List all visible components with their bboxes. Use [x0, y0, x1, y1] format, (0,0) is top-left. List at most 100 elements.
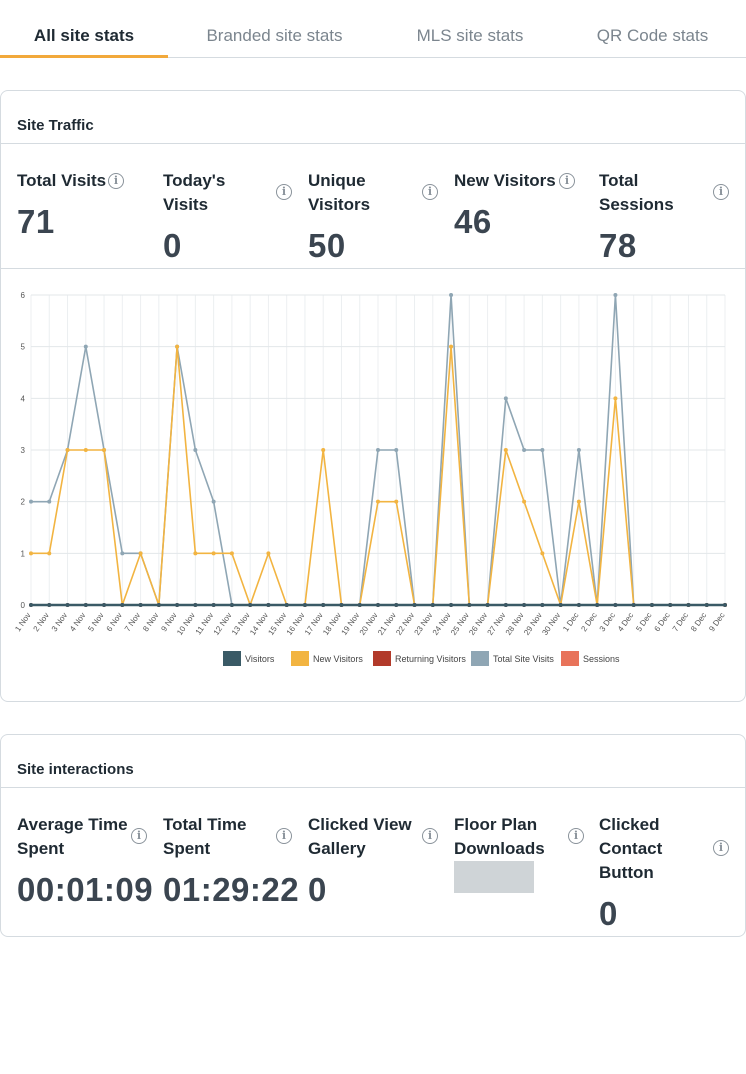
data-point — [485, 603, 490, 607]
stat-value: 71 — [17, 203, 55, 240]
stat-value: 0 — [163, 227, 182, 264]
y-tick-label: 1 — [21, 549, 26, 558]
value-loading-placeholder — [454, 861, 534, 893]
info-icon[interactable]: i — [276, 828, 292, 844]
data-point — [522, 448, 527, 452]
data-point — [376, 499, 380, 504]
legend-label: Returning Visitors — [395, 654, 466, 664]
stat-label: Clicked Contact Button — [599, 815, 663, 882]
data-point — [503, 448, 508, 452]
info-icon[interactable]: i — [131, 828, 147, 844]
data-point — [193, 448, 198, 452]
x-tick-label: 6 Dec — [652, 611, 671, 633]
data-point — [430, 603, 435, 607]
data-point — [412, 603, 417, 607]
x-tick-label: 30 Nov — [540, 611, 562, 637]
info-icon[interactable]: i — [422, 184, 438, 200]
stat-value: 00:01:09 — [17, 871, 154, 908]
y-tick-label: 2 — [21, 498, 26, 507]
tab-mls-site-stats[interactable]: MLS site stats — [416, 26, 524, 45]
data-point — [193, 551, 198, 556]
info-icon[interactable]: i — [559, 173, 575, 189]
stat-label: Total Visits — [17, 171, 107, 190]
data-point — [266, 551, 271, 556]
data-point — [29, 551, 33, 556]
x-tick-label: 8 Nov — [141, 611, 160, 633]
data-point — [120, 603, 125, 607]
stat-value: 50 — [308, 227, 346, 264]
x-tick-label: 10 Nov — [175, 611, 197, 637]
info-icon[interactable]: i — [568, 828, 584, 844]
stat-value: 01:29:22 — [163, 871, 300, 908]
x-tick-label: 8 Dec — [689, 611, 708, 633]
data-point — [467, 603, 472, 607]
data-point — [229, 603, 234, 607]
info-icon[interactable]: i — [108, 173, 124, 189]
data-point — [704, 603, 709, 607]
data-point — [248, 603, 253, 607]
tab-qr-code-stats[interactable]: QR Code stats — [596, 26, 709, 45]
y-tick-label: 0 — [21, 601, 26, 610]
info-icon[interactable]: i — [713, 840, 729, 856]
data-point — [576, 499, 581, 504]
info-icon[interactable]: i — [713, 184, 729, 200]
site-traffic-card: Site Traffic Total Visits i 71 Today's V… — [0, 90, 746, 702]
data-point — [376, 448, 380, 452]
tab-all-site-stats[interactable]: All site stats — [0, 0, 168, 58]
data-point — [449, 603, 454, 607]
x-tick-label: 4 Nov — [68, 611, 87, 633]
data-point — [631, 603, 636, 607]
data-point — [284, 603, 289, 607]
data-point — [576, 448, 581, 452]
divider — [1, 787, 745, 788]
data-point — [29, 499, 33, 504]
data-point — [613, 603, 618, 607]
tab-branded-site-stats[interactable]: Branded site stats — [206, 26, 343, 45]
data-point — [522, 603, 527, 607]
data-point — [394, 499, 399, 504]
y-tick-label: 4 — [21, 394, 26, 403]
stat-value: 46 — [454, 203, 492, 240]
x-tick-label: 3 Dec — [598, 611, 617, 633]
data-point — [83, 344, 88, 349]
data-point — [558, 603, 563, 607]
data-point — [503, 603, 508, 607]
data-point — [339, 603, 344, 607]
legend-swatch — [561, 651, 579, 666]
data-point — [83, 603, 88, 607]
y-tick-label: 3 — [21, 446, 26, 455]
stats-tabs: All site stats Branded site stats MLS si… — [0, 0, 746, 58]
data-point — [65, 448, 70, 452]
stat-label: Average Time Spent — [17, 815, 128, 858]
data-point — [449, 344, 454, 349]
data-point — [394, 448, 399, 452]
x-tick-label: 7 Dec — [671, 611, 690, 633]
x-tick-label: 1 Dec — [561, 611, 580, 633]
stat-label: New Visitors — [454, 171, 556, 190]
data-point — [302, 603, 307, 607]
data-point — [723, 603, 727, 607]
stat-label: Clicked View Gallery — [308, 815, 412, 858]
data-point — [394, 603, 399, 607]
site-interactions-title: Site interactions — [17, 761, 134, 778]
data-point — [83, 448, 88, 452]
data-point — [120, 551, 125, 556]
stat-label: Unique Visitors — [308, 171, 371, 214]
info-icon[interactable]: i — [422, 828, 438, 844]
x-tick-label: 4 Dec — [616, 611, 635, 633]
data-point — [649, 603, 654, 607]
data-point — [613, 396, 618, 401]
info-icon[interactable]: i — [276, 184, 292, 200]
stat-value: 0 — [308, 871, 327, 908]
data-point — [686, 603, 691, 607]
stat-value: 0 — [599, 895, 618, 932]
data-point — [47, 551, 52, 556]
data-point — [595, 603, 600, 607]
data-point — [138, 603, 143, 607]
data-point — [175, 344, 180, 349]
site-traffic-title: Site Traffic — [17, 117, 94, 134]
data-point — [540, 603, 545, 607]
legend-label: New Visitors — [313, 654, 363, 664]
data-point — [211, 603, 216, 607]
